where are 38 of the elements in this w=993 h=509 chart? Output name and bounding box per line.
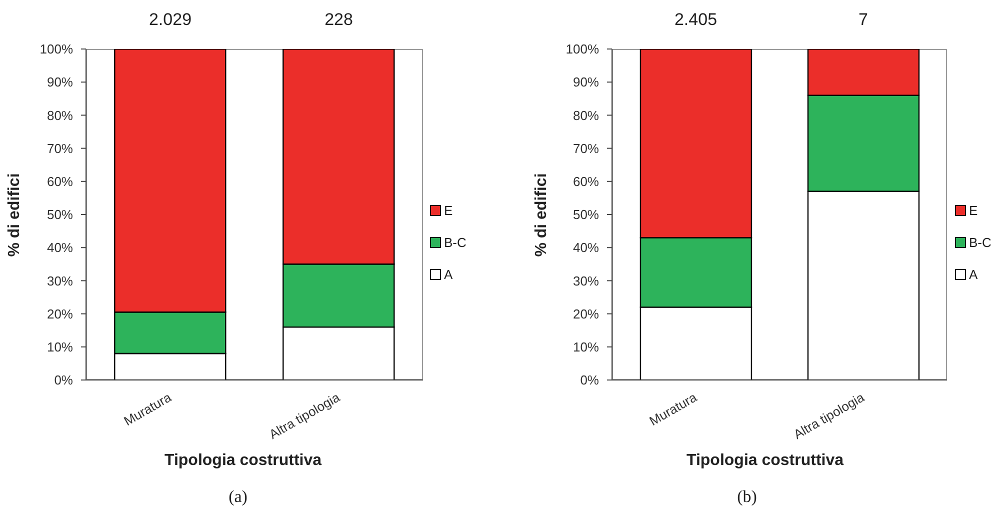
- y-tick-label: 100%: [566, 42, 600, 57]
- y-tick-label: 10%: [572, 340, 600, 355]
- legend-label: E: [969, 202, 978, 218]
- y-tick-label: 20%: [572, 306, 600, 322]
- annotation: 2.029: [148, 10, 192, 30]
- y-tick-label: 30%: [46, 273, 74, 288]
- y-tick-label: 0%: [580, 372, 600, 388]
- y-tick-label: 50%: [46, 207, 74, 222]
- y-tick-label: 80%: [572, 108, 600, 123]
- x-axis-title: Tipologia costruttiva: [164, 452, 322, 470]
- y-tick-label: 50%: [572, 207, 600, 222]
- y-tick-label: 40%: [572, 240, 600, 256]
- y-tick-label: 100%: [40, 42, 74, 57]
- text: (a): [228, 487, 248, 507]
- y-tick-label: 10%: [46, 340, 74, 355]
- y-tick-label: 70%: [572, 140, 600, 156]
- x-axis-title: Tipologia costruttiva: [686, 452, 844, 470]
- text: (b): [737, 487, 757, 507]
- y-tick-label: 20%: [46, 306, 74, 322]
- annotation: 7: [858, 10, 868, 30]
- y-tick-label: 90%: [46, 74, 74, 90]
- y-tick-label: 70%: [46, 140, 74, 156]
- y-tick-label: 30%: [572, 273, 600, 288]
- y-axis-title: % di edifici: [533, 172, 551, 256]
- legend-label: B-C: [969, 234, 992, 250]
- annotation: 228: [324, 10, 353, 30]
- y-tick-label: 60%: [46, 174, 74, 190]
- annotation: 2.405: [674, 10, 718, 30]
- legend-label: A: [444, 266, 453, 282]
- y-tick-label: 60%: [572, 174, 600, 190]
- y-tick-label: 0%: [54, 372, 74, 388]
- y-axis-title: % di edifici: [6, 172, 24, 256]
- y-tick-label: 80%: [46, 108, 74, 123]
- legend-label: E: [444, 202, 453, 218]
- legend-label: B-C: [444, 234, 466, 250]
- y-tick-label: 90%: [572, 74, 600, 90]
- legend-label: A: [969, 266, 978, 282]
- y-tick-label: 40%: [46, 240, 74, 256]
